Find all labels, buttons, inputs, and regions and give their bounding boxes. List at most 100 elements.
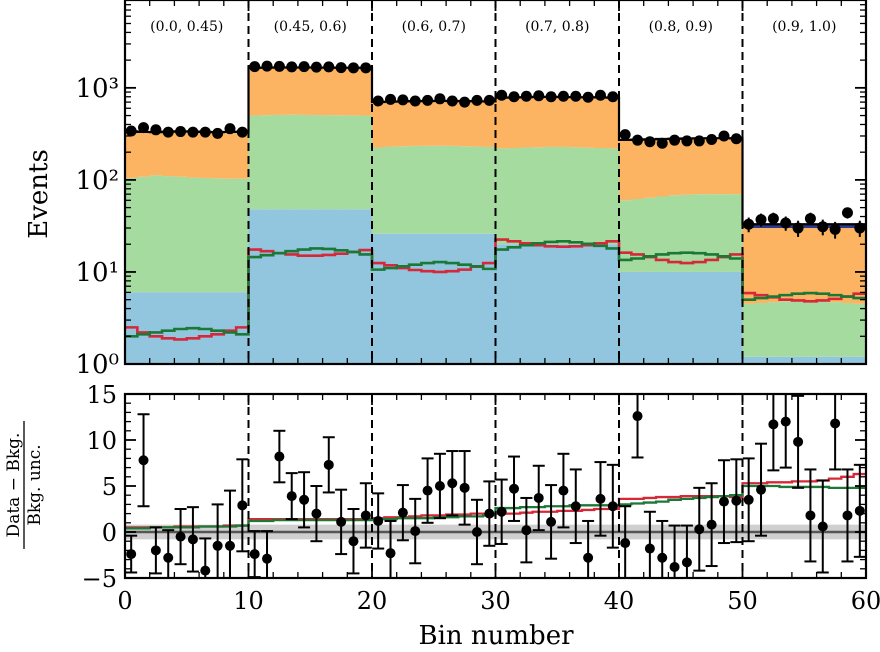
background-bar-0-7 — [211, 292, 225, 364]
data-point-0 — [125, 125, 137, 137]
ratio-y-tick-label-1: 0 — [102, 519, 117, 547]
background-bar-1-6 — [199, 177, 213, 293]
background-bar-1-0 — [125, 177, 138, 293]
data-point-39 — [607, 91, 619, 103]
background-bar-0-26 — [446, 233, 460, 364]
background-bar-2-58 — [841, 228, 855, 303]
x-tick-label-3: 30 — [480, 587, 511, 615]
data-point-2 — [150, 124, 162, 136]
background-bar-2-17 — [334, 67, 348, 116]
ratio-point-56 — [817, 521, 828, 532]
background-bar-0-43 — [656, 271, 669, 364]
data-point-54 — [792, 222, 804, 234]
data-point-22 — [397, 94, 409, 106]
region-label-2: (0.6, 0.7) — [402, 19, 466, 35]
background-bar-1-59 — [853, 303, 866, 357]
background-bar-2-49 — [730, 138, 744, 195]
ratio-point-43 — [657, 552, 668, 563]
data-point-3 — [162, 126, 174, 138]
data-point-57 — [829, 223, 841, 235]
background-bar-1-25 — [433, 145, 447, 234]
background-bar-1-41 — [631, 199, 645, 272]
background-bar-2-13 — [285, 67, 299, 115]
background-bar-3-58 — [841, 224, 855, 229]
background-bar-0-9 — [236, 292, 250, 364]
ratio-point-45 — [681, 557, 692, 568]
background-bar-1-53 — [779, 301, 793, 357]
background-bar-2-14 — [297, 67, 311, 115]
ratio-point-1 — [138, 455, 149, 466]
background-bar-1-42 — [643, 197, 657, 272]
data-point-1 — [138, 122, 150, 134]
background-bar-0-50 — [742, 356, 756, 364]
background-bar-2-20 — [372, 102, 385, 148]
data-point-52 — [767, 213, 779, 225]
background-bar-1-1 — [137, 176, 151, 293]
background-bar-2-22 — [396, 101, 410, 147]
background-bar-0-47 — [705, 271, 719, 364]
background-bar-1-18 — [347, 115, 361, 210]
ratio-point-19 — [360, 510, 371, 521]
background-bar-0-24 — [421, 233, 435, 364]
background-bar-0-35 — [557, 244, 571, 364]
background-bar-1-20 — [372, 147, 385, 234]
data-point-27 — [459, 96, 471, 108]
data-point-5 — [187, 126, 199, 138]
background-bar-2-7 — [211, 132, 225, 179]
background-bar-2-0 — [125, 131, 138, 178]
background-bar-0-8 — [223, 292, 237, 364]
background-bar-1-31 — [507, 148, 521, 245]
ratio-point-33 — [533, 492, 544, 503]
background-bar-1-5 — [186, 177, 200, 293]
background-bar-0-46 — [693, 271, 707, 364]
data-point-43 — [656, 137, 668, 149]
ratio-point-37 — [583, 552, 594, 563]
background-bar-2-35 — [557, 97, 571, 147]
background-bar-0-51 — [754, 356, 768, 364]
background-bar-2-59 — [853, 228, 866, 304]
data-point-20 — [372, 95, 384, 107]
background-bar-0-57 — [828, 356, 842, 364]
background-bar-2-24 — [421, 101, 435, 146]
background-bar-1-57 — [828, 302, 842, 357]
background-bar-2-45 — [680, 138, 694, 195]
ratio-point-25 — [434, 481, 445, 491]
data-point-55 — [804, 213, 816, 225]
ratio-signal-line-0 — [125, 472, 866, 529]
data-points — [125, 60, 866, 239]
region-label-0: (0.0, 0.45) — [150, 19, 223, 35]
background-bar-2-12 — [273, 67, 287, 115]
background-bar-1-32 — [520, 147, 534, 245]
background-bar-2-53 — [779, 228, 793, 302]
background-bar-0-48 — [717, 271, 731, 364]
data-point-32 — [520, 90, 532, 102]
ratio-point-2 — [150, 545, 161, 556]
background-bar-0-54 — [791, 356, 805, 364]
background-bar-0-22 — [396, 233, 410, 364]
background-bar-1-35 — [557, 146, 571, 245]
ratio-point-44 — [669, 561, 680, 572]
background-bar-1-34 — [544, 146, 558, 245]
background-bar-0-11 — [260, 209, 274, 364]
x-tick-label-4: 40 — [604, 587, 635, 615]
ratio-point-3 — [163, 552, 174, 563]
ratio-point-26 — [447, 478, 458, 489]
background-bar-2-30 — [495, 97, 509, 149]
data-point-33 — [533, 90, 545, 102]
ratio-point-31 — [509, 483, 520, 494]
background-bar-0-30 — [495, 244, 509, 364]
background-bar-1-47 — [705, 194, 719, 272]
background-bar-1-7 — [211, 178, 225, 293]
ratio-point-18 — [348, 536, 359, 547]
data-point-37 — [582, 91, 594, 103]
data-point-31 — [508, 91, 520, 103]
background-bar-0-58 — [841, 356, 855, 364]
ratio-point-42 — [644, 543, 655, 554]
background-bar-1-45 — [680, 194, 694, 272]
background-bar-0-56 — [816, 356, 830, 364]
background-bar-1-9 — [236, 178, 250, 293]
background-bar-0-44 — [668, 271, 682, 364]
region-label-4: (0.8, 0.9) — [649, 19, 713, 35]
background-bar-2-42 — [643, 139, 657, 198]
